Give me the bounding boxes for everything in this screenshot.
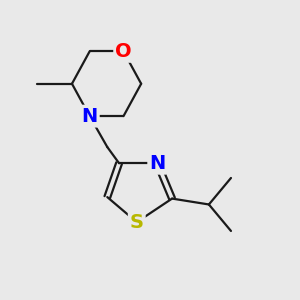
Text: S: S <box>130 213 144 232</box>
Text: O: O <box>115 42 132 61</box>
Text: N: N <box>149 154 166 173</box>
Text: N: N <box>82 106 98 126</box>
